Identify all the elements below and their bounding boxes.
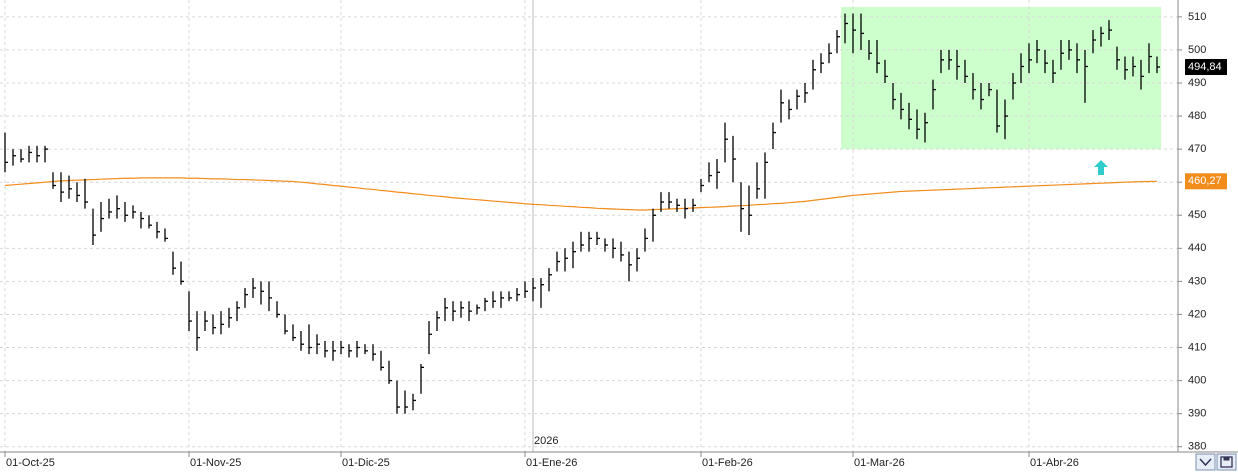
moving-average [4,177,1158,211]
y-tick-label: 500 [1188,44,1206,56]
x-tick-label: 01-Oct-25 [6,457,55,469]
y-tick-label: 490 [1188,77,1206,89]
price-label: 494,84 [1188,61,1222,73]
x-tick-label: 01-Ene-26 [526,457,577,469]
price-label-box [1185,173,1227,190]
price-label: 460,27 [1188,175,1222,187]
y-tick-label: 480 [1188,110,1206,122]
x-tick-label: 01-Abr-26 [1030,457,1079,469]
x-tick-label: 01-Mar-26 [854,457,905,469]
y-tick-label: 380 [1188,441,1206,453]
y-tick-label: 450 [1188,209,1206,221]
x-tick-label: 01-Dic-25 [342,457,390,469]
x-tick-label: 01-Feb-26 [702,457,753,469]
y-tick-label: 420 [1188,308,1206,320]
plot-area: 2026 [0,0,1178,452]
y-tick-label: 470 [1188,143,1206,155]
y-tick-label: 440 [1188,242,1206,254]
highlight-box [841,6,1161,150]
y-tick-label: 510 [1188,11,1206,23]
y-tick-label: 390 [1188,408,1206,420]
y-tick-label: 410 [1188,341,1206,353]
y-tick-label: 400 [1188,374,1206,386]
zoom-button[interactable] [1195,453,1216,471]
x-tick-label: 01-Nov-25 [190,457,241,469]
up-arrow [1094,160,1108,175]
y-tick-label: 430 [1188,275,1206,287]
year-label: 2026 [534,435,558,447]
save-button[interactable] [1216,453,1237,471]
price-label-box [1185,58,1227,75]
